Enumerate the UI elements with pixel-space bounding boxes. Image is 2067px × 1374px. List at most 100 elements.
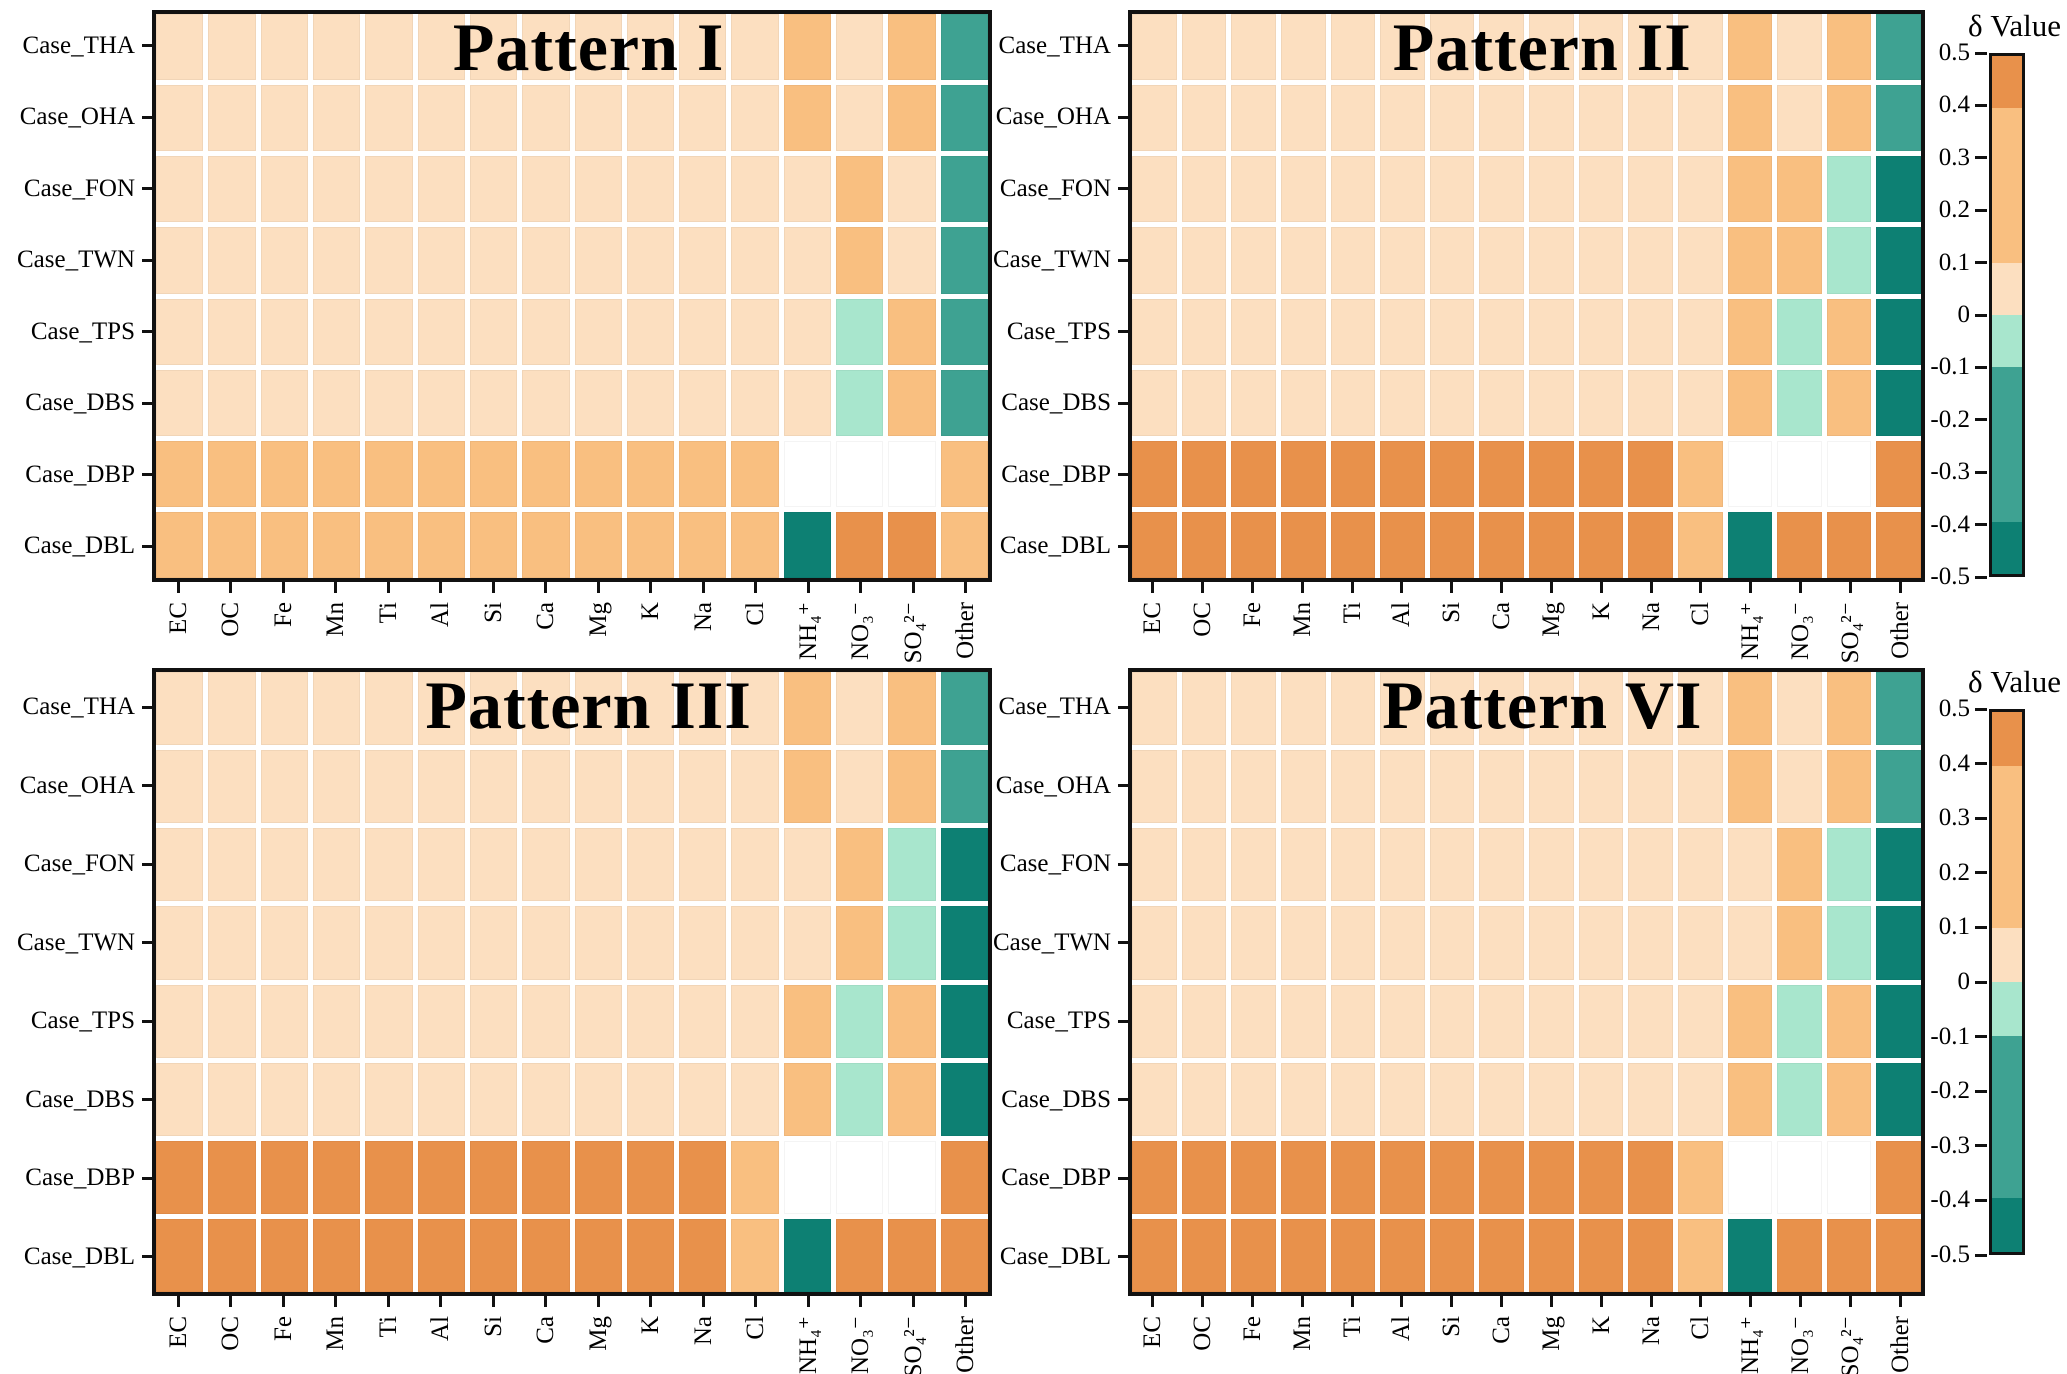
heatmap-cell (260, 828, 308, 902)
heatmap-cell (731, 1218, 779, 1292)
x-tick-label: Ti (362, 1296, 415, 1374)
heatmap-cell (626, 1218, 675, 1292)
heatmap-cell (1876, 369, 1921, 436)
heatmap-cell (208, 750, 256, 824)
heatmap-cell (1777, 511, 1822, 578)
heatmap-cell (156, 440, 204, 507)
x-tick-mark (1549, 582, 1553, 593)
heatmap-cell (1628, 1218, 1673, 1292)
heatmap-cell (1628, 298, 1673, 365)
heatmap-cell (1330, 511, 1376, 578)
colorbar-tick-mark (1975, 1198, 1987, 1202)
heatmap-cell (626, 984, 675, 1058)
heatmap-cell (783, 298, 832, 365)
heatmap-cell (1132, 1218, 1177, 1292)
heatmap-cell (731, 511, 779, 578)
heatmap-cell (469, 828, 518, 902)
heatmap-cell (731, 984, 779, 1058)
y-tick-mark (1118, 1176, 1128, 1180)
heatmap-cell (1132, 85, 1177, 152)
heatmap-cell (365, 1218, 413, 1292)
heatmap-cell (679, 906, 727, 980)
heatmap-cell (1380, 672, 1425, 746)
heatmap-cell (156, 1218, 204, 1292)
colorbar-tick: 0 (1958, 968, 1987, 996)
x-tick-mark (1699, 582, 1703, 593)
y-tick-mark (1118, 401, 1128, 405)
heatmap-cell (1231, 1218, 1276, 1292)
heatmap-cell (1677, 156, 1723, 223)
heatmap-cell (1777, 227, 1822, 294)
x-tick-label: NO₃⁻ (1776, 582, 1826, 674)
colorbar-tick: -0.5 (1930, 1241, 1987, 1269)
x-tick-mark (439, 582, 443, 593)
heatmap-cell (1727, 906, 1773, 980)
heatmap-cell (1280, 906, 1326, 980)
x-tick-label: Ti (1327, 582, 1377, 674)
x-tick-mark (1699, 1296, 1703, 1307)
x-tick-mark (1350, 582, 1354, 593)
heatmap-cell (1231, 14, 1276, 81)
y-tick-mark (1118, 1019, 1128, 1023)
x-tick-text: Cl (742, 602, 770, 626)
heatmap-cell (1826, 906, 1872, 980)
y-tick-label: Case_DBL (992, 1218, 1128, 1297)
heatmap-cell (417, 984, 465, 1058)
heatmap-cell (1429, 1218, 1475, 1292)
heatmap-cell (260, 85, 308, 152)
heatmap-cell (1280, 156, 1326, 223)
heatmap-cell (1727, 369, 1773, 436)
heatmap-cell (888, 1140, 936, 1214)
heatmap-cell (522, 85, 570, 152)
heatmap-cell (365, 369, 413, 436)
x-tick-mark (911, 1296, 915, 1307)
heatmap-cell (888, 672, 936, 746)
heatmap-cell (1529, 511, 1574, 578)
colorbar-tick-mark (1975, 762, 1987, 766)
heatmap-cell (1529, 984, 1574, 1058)
y-axis-labels: Case_THA Case_OHA Case_FON Case_TWN Case_TPS… (14, 668, 152, 1296)
heatmap-cell (1231, 750, 1276, 824)
heatmap-cell (522, 298, 570, 365)
heatmap-cell (365, 984, 413, 1058)
y-tick-mark (142, 187, 152, 191)
heatmap-cell (1280, 1140, 1326, 1214)
colorbar-tick-label: 0.5 (1938, 695, 1970, 722)
y-tick-mark (142, 705, 152, 709)
colorbar-tick-mark (1975, 871, 1987, 875)
heatmap-cell (260, 750, 308, 824)
heatmap-cell (1529, 85, 1574, 152)
heatmap-cell (1380, 828, 1425, 902)
y-tick-label: Case_TPS (14, 982, 152, 1061)
heatmap-cell (1280, 440, 1326, 507)
y-tick-label: Case_TPS (992, 982, 1128, 1061)
heatmap-cell (1529, 1062, 1574, 1136)
heatmap-cell (156, 227, 204, 294)
y-tick-label: Case_DBP (14, 439, 152, 511)
x-tick-label: NH₄⁺ (1726, 1296, 1776, 1374)
heatmap-cell (1578, 369, 1624, 436)
heatmap-cell (1826, 1218, 1872, 1292)
heatmap-cell (679, 227, 727, 294)
heatmap-cell (156, 1140, 204, 1214)
heatmap-cell (156, 984, 204, 1058)
heatmap-cell (940, 85, 988, 152)
colorbar-tick-label: 0.1 (1938, 913, 1970, 941)
panel-title: Pattern III (425, 667, 752, 743)
colorbar-tick-label: -0.2 (1930, 1077, 1970, 1105)
heatmap-cell (1826, 156, 1872, 223)
y-tick-text: Case_DBP (25, 1164, 135, 1192)
heatmap-cell (1380, 1062, 1425, 1136)
x-axis-labels: EC OC Fe Mn Ti Al Si Ca Mg K Na Cl NH₄⁺ NO₃⁻ SO₄²⁻ Othe… (1128, 1296, 1925, 1374)
heatmap-cell (1132, 1062, 1177, 1136)
heatmap-cell (1628, 369, 1673, 436)
heatmap-cell (888, 511, 936, 578)
heatmap-cell (260, 984, 308, 1058)
x-tick-mark (281, 582, 285, 593)
heatmap-cell (312, 1062, 361, 1136)
heatmap-cell (208, 511, 256, 578)
colorbar-tick-mark (1975, 470, 1987, 474)
heatmap-grid: Pattern II (1128, 9, 1925, 582)
heatmap-cell (156, 298, 204, 365)
heatmap-cell (1280, 1218, 1326, 1292)
